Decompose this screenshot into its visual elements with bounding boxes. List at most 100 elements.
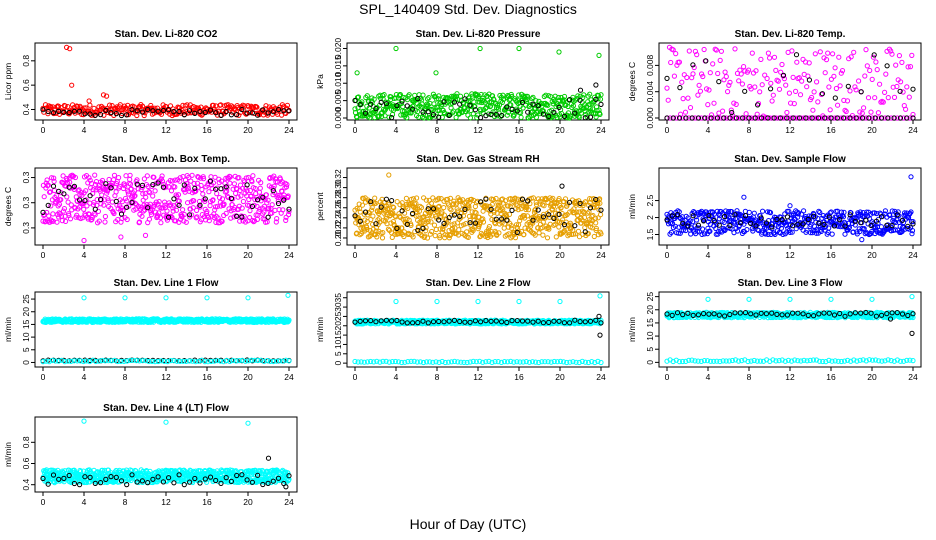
chart-title: Stan. Dev. Gas Stream RH — [416, 154, 539, 165]
chart-title: Stan. Dev. Amb. Box Temp. — [102, 154, 230, 165]
series-black — [664, 115, 916, 121]
data-point — [441, 212, 447, 218]
data-point — [249, 110, 255, 116]
chart-title: Stan. Dev. Line 2 Flow — [426, 278, 531, 289]
data-point — [49, 175, 55, 181]
data-point — [196, 203, 202, 209]
data-point — [894, 83, 900, 90]
data-point — [264, 200, 270, 206]
y-tick-label: 10 — [645, 331, 655, 341]
data-point — [184, 102, 190, 108]
data-point — [876, 115, 882, 121]
data-point — [790, 115, 796, 121]
data-point — [155, 108, 161, 114]
x-tick-label: 24 — [596, 125, 606, 135]
y-tick-label: 0.3 — [21, 197, 31, 209]
data-point — [703, 58, 709, 64]
data-point — [575, 93, 581, 99]
data-point — [376, 216, 382, 222]
data-point — [123, 173, 129, 179]
data-point — [169, 214, 175, 221]
data-point — [113, 198, 119, 204]
data-point — [102, 213, 109, 220]
data-point — [787, 203, 793, 209]
y-tick-label: 0.3 — [21, 222, 31, 234]
x-tick-label: 24 — [908, 125, 918, 135]
data-point — [501, 225, 507, 231]
x-tick-label: 8 — [747, 372, 752, 382]
data-point — [700, 73, 706, 80]
data-point — [212, 204, 219, 210]
data-point — [518, 114, 524, 121]
data-point — [260, 194, 266, 200]
data-point — [704, 86, 710, 92]
data-point — [882, 89, 888, 96]
data-point — [357, 209, 363, 215]
data-point — [194, 207, 200, 213]
data-point — [92, 112, 98, 118]
data-point — [255, 197, 261, 203]
data-point — [746, 67, 752, 73]
data-point — [576, 114, 582, 121]
x-tick-label: 8 — [435, 372, 440, 382]
data-point — [190, 205, 196, 211]
data-point — [254, 104, 260, 110]
data-point — [791, 101, 797, 107]
data-point — [362, 110, 369, 116]
data-point — [160, 107, 166, 114]
data-point — [258, 180, 264, 186]
y-tick-label: 0.32 — [333, 169, 343, 186]
x-tick-label: 20 — [555, 125, 565, 135]
data-point — [134, 108, 140, 114]
data-point — [596, 52, 602, 59]
data-point — [556, 224, 562, 230]
data-point — [889, 51, 895, 57]
data-point — [453, 114, 459, 121]
data-point — [480, 110, 486, 116]
data-point — [189, 212, 195, 218]
data-point — [577, 97, 583, 103]
data-point — [742, 88, 748, 94]
chart-title: Stan. Dev. Li-820 Pressure — [416, 29, 541, 40]
series-black — [352, 82, 604, 121]
data-point — [164, 208, 170, 214]
data-point — [218, 186, 224, 192]
data-point — [811, 89, 817, 95]
data-point — [691, 64, 697, 71]
data-point — [181, 182, 187, 188]
data-point — [192, 185, 198, 191]
data-point — [180, 207, 186, 213]
data-point — [193, 215, 199, 221]
data-point — [176, 202, 182, 208]
data-point — [790, 74, 796, 81]
data-point — [113, 189, 119, 195]
data-point — [903, 106, 909, 112]
data-point — [504, 104, 510, 110]
data-point — [93, 182, 99, 188]
data-point — [45, 202, 51, 208]
data-point — [286, 206, 292, 212]
data-point — [191, 181, 197, 187]
data-point — [181, 112, 187, 118]
data-point — [572, 110, 578, 116]
data-point — [478, 91, 484, 98]
data-point — [236, 175, 242, 181]
data-point — [677, 85, 683, 91]
data-point — [705, 102, 711, 108]
data-point — [842, 107, 848, 113]
data-point — [862, 73, 868, 79]
data-point — [273, 219, 279, 225]
data-point — [740, 115, 746, 121]
data-point — [257, 206, 263, 212]
x-tick-label: 24 — [284, 250, 294, 260]
data-point — [398, 230, 404, 236]
data-point — [64, 194, 70, 200]
x-tick-label: 4 — [82, 250, 87, 260]
data-point — [556, 49, 562, 55]
data-point — [279, 179, 285, 185]
x-tick-label: 12 — [785, 125, 795, 135]
series-red — [40, 44, 292, 119]
data-point — [367, 115, 373, 121]
data-point — [50, 211, 56, 217]
